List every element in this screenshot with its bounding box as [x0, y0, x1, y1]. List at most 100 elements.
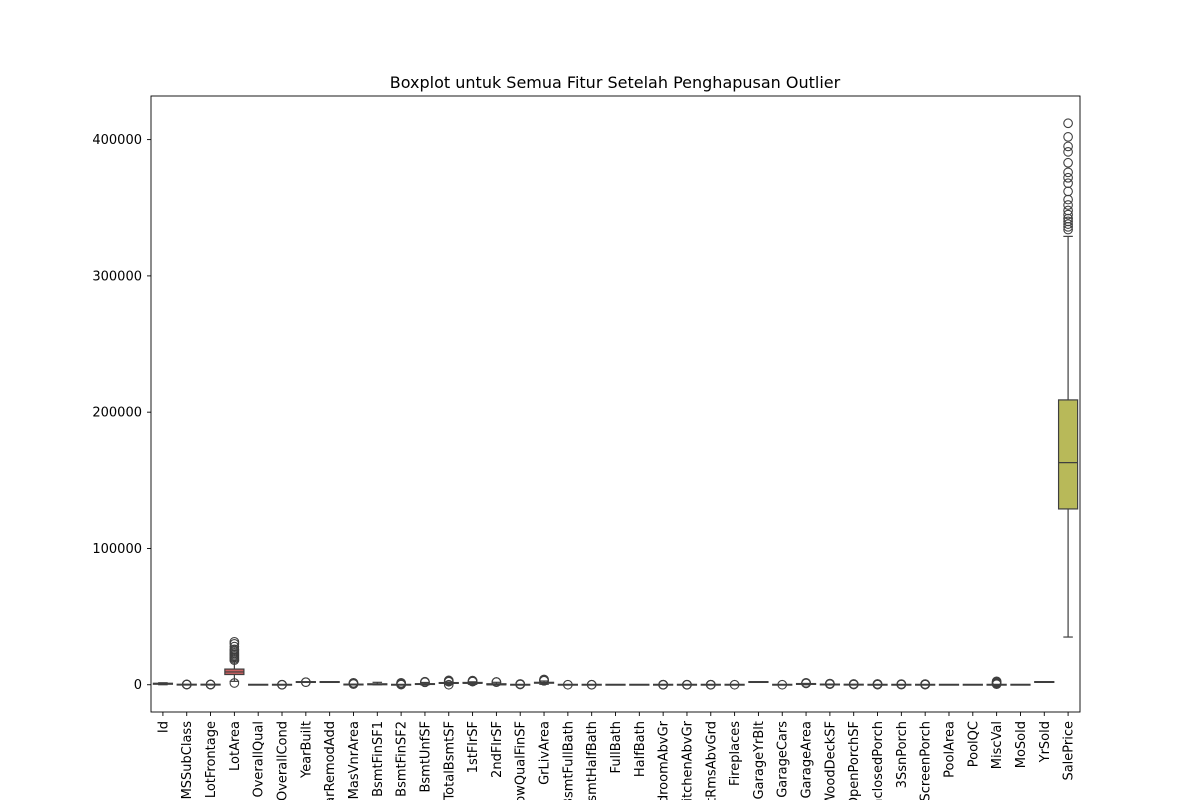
box-MoSold: [1010, 683, 1031, 686]
box-GarageYrBlt: [748, 681, 769, 684]
box-ScreenPorch: [915, 679, 936, 690]
outlier-point: [539, 674, 549, 685]
outlier-point: [229, 636, 240, 647]
x-tick-label: GarageArea: [800, 721, 815, 799]
y-tick-label: 300000: [92, 269, 142, 284]
outlier-point: [896, 679, 907, 689]
box-GrLivArea: [533, 674, 555, 686]
y-tick-label: 400000: [92, 133, 142, 148]
x-tick-label: 2ndFlrSF: [490, 721, 505, 778]
box-LotFrontage: [200, 679, 221, 690]
outlier-point: [563, 679, 573, 690]
outlier-point: [443, 679, 454, 690]
plot-frame: [150, 95, 1081, 713]
outlier-point: [515, 679, 526, 689]
x-tick-label: HalfBath: [633, 721, 648, 777]
box-WoodDeckSF: [819, 678, 841, 689]
box-OverallCond: [271, 679, 293, 690]
box-BsmtHalfBath: [581, 679, 602, 690]
outlier-point: [1063, 178, 1073, 189]
box-2ndFlrSF: [486, 677, 507, 688]
box-SalePrice: [1057, 118, 1079, 638]
outlier-point: [443, 675, 454, 686]
x-tick-label: BsmtUnfSF: [418, 721, 433, 793]
box-OverallQual: [248, 683, 269, 686]
outlier-point: [991, 676, 1002, 687]
x-tick-label: FullBath: [609, 721, 624, 773]
x-tick-label: GarageYrBlt: [752, 721, 767, 800]
outlier-point: [586, 679, 597, 690]
outlier-point: [1063, 194, 1073, 205]
x-tick-label: PoolQC: [966, 721, 981, 767]
outlier-point: [1063, 167, 1073, 178]
outlier-point: [1063, 147, 1073, 157]
x-tick-label: YearRemodAdd: [323, 721, 338, 800]
outlier-point: [1063, 118, 1073, 129]
x-tick-label: GarageCars: [776, 721, 791, 798]
outlier-point: [205, 679, 216, 690]
x-tick-label: Fireplaces: [728, 721, 743, 786]
outlier-point: [467, 675, 478, 686]
box-MasVnrArea: [343, 677, 364, 689]
x-tick-label: KitchenAbvGr: [680, 720, 695, 800]
outlier-point: [1063, 172, 1073, 183]
box-TotalBsmtSF: [438, 675, 459, 690]
x-tick-label: MoSold: [1014, 721, 1029, 768]
outlier-point: [181, 679, 192, 690]
box-BsmtFinSF1: [367, 681, 388, 686]
outlier-point: [300, 677, 311, 688]
x-tick-label: MasVnrArea: [347, 721, 362, 799]
x-tick-label: OpenPorchSF: [847, 721, 862, 800]
outlier-point: [229, 678, 240, 688]
outlier-point: [1063, 209, 1073, 220]
box-LotArea: [224, 636, 245, 688]
x-tick-label: WoodDeckSF: [823, 721, 838, 800]
box-MSSubClass: [176, 679, 197, 690]
box-TotRmsAbvGrd: [700, 679, 721, 690]
box-BedroomAbvGr: [653, 679, 674, 690]
boxes-layer: [152, 118, 1079, 690]
box-MiscVal: [986, 676, 1007, 690]
outlier-point: [848, 679, 859, 689]
y-tick-label: 200000: [92, 406, 142, 421]
x-tick-label: LotFrontage: [204, 721, 219, 798]
box-Id: [152, 682, 174, 686]
outlier-point: [1063, 186, 1073, 197]
x-tick-label: LowQualFinSF: [514, 721, 529, 800]
y-tick-label: 100000: [92, 542, 142, 557]
box-GarageArea: [795, 677, 817, 689]
outlier-point: [1063, 219, 1073, 229]
outlier-point: [1063, 205, 1073, 216]
box-BsmtFinSF2: [390, 677, 412, 690]
box-OpenPorchSF: [843, 679, 864, 690]
x-axis: Id MSSubClass LotFrontage LotArea OverallQua…: [156, 712, 1077, 800]
outlier-point: [729, 679, 740, 690]
outlier-point: [396, 677, 406, 688]
x-tick-label: PoolArea: [942, 721, 957, 778]
y-tick-label: 0: [134, 678, 142, 693]
box-EnclosedPorch: [867, 679, 888, 690]
x-tick-label: TotalBsmtSF: [442, 721, 457, 800]
box-1stFlrSF: [462, 675, 483, 687]
outlier-point: [920, 679, 931, 689]
box-BsmtFullBath: [557, 679, 578, 690]
box-PoolQC: [962, 683, 983, 686]
x-tick-label: BsmtHalfBath: [585, 721, 600, 800]
x-tick-label: 1stFlrSF: [466, 721, 481, 773]
box-iqr: [1057, 399, 1079, 510]
outlier-point: [872, 679, 883, 689]
x-tick-label: SalePrice: [1062, 721, 1077, 781]
x-tick-label: MSSubClass: [180, 721, 195, 800]
outlier-point: [1063, 157, 1073, 168]
outlier-point: [348, 677, 359, 688]
box-Fireplaces: [724, 679, 745, 690]
box-YrSold: [1034, 681, 1055, 684]
x-tick-label: BsmtFinSF1: [371, 721, 386, 797]
y-axis: 0 100000 200000 300000 400000: [92, 133, 151, 693]
outlier-point: [705, 679, 716, 690]
box-PoolArea: [938, 683, 960, 686]
outlier-point: [1063, 141, 1073, 152]
box-LowQualFinSF: [510, 679, 531, 690]
box-3SsnPorch: [891, 679, 912, 690]
